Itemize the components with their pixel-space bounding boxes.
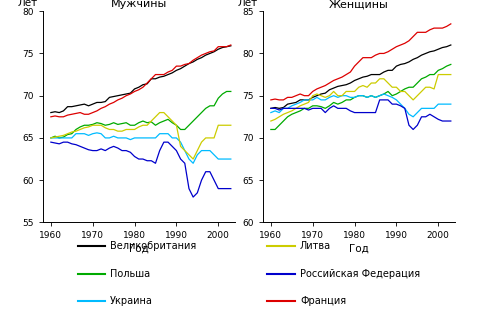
Text: Польша: Польша bbox=[110, 268, 150, 279]
Text: Российская Федерация: Российская Федерация bbox=[300, 268, 420, 279]
Title: Мужчины: Мужчины bbox=[110, 0, 167, 9]
Text: Украина: Украина bbox=[110, 296, 153, 306]
Title: Женщины: Женщины bbox=[329, 0, 388, 9]
Text: Великобритания: Великобритания bbox=[110, 241, 196, 252]
Text: Литва: Литва bbox=[300, 241, 331, 252]
Text: Франция: Франция bbox=[300, 296, 346, 306]
X-axis label: Год: Год bbox=[129, 243, 148, 253]
Text: Лет: Лет bbox=[18, 0, 38, 8]
X-axis label: Год: Год bbox=[349, 243, 368, 253]
Text: Лет: Лет bbox=[238, 0, 258, 8]
